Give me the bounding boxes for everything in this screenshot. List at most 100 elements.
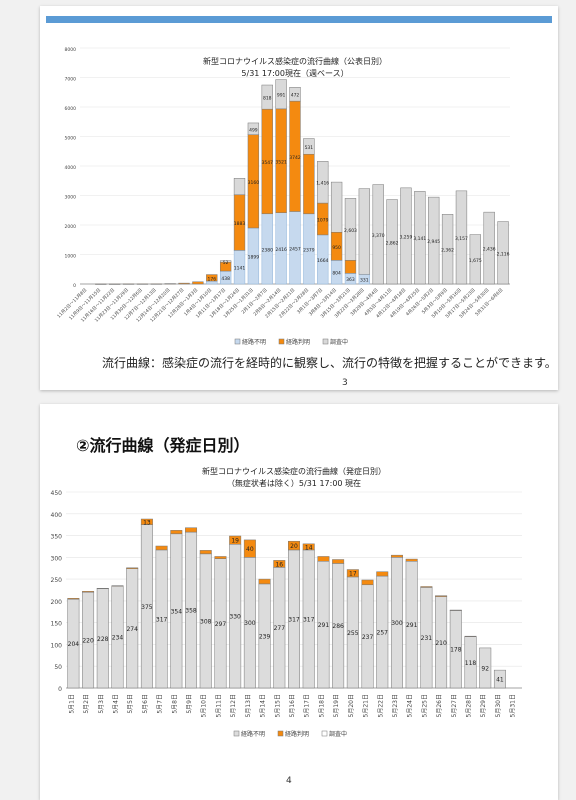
bar-segment	[150, 283, 162, 285]
data-label: 1079	[317, 217, 329, 223]
y-tick-label: 2000	[65, 224, 77, 230]
page-number: 4	[286, 776, 292, 786]
x-tick-label: 5月26日	[436, 694, 443, 717]
data-label: 472	[291, 93, 300, 99]
y-tick-label: 0	[58, 686, 62, 693]
data-label: 3,157	[455, 236, 468, 242]
data-label: 231	[421, 635, 433, 642]
bar-segment	[214, 556, 227, 559]
data-label: 118	[465, 660, 477, 667]
legend-label: 経路判明	[286, 338, 310, 346]
bar-segment	[435, 595, 448, 597]
data-label: 13	[143, 519, 151, 526]
x-tick-label: 5月3日	[98, 694, 105, 714]
bar-segment	[199, 550, 212, 555]
legend-swatch	[233, 730, 240, 737]
bar-segment	[109, 283, 121, 285]
y-tick-label: 6000	[65, 106, 77, 112]
data-label: 257	[377, 630, 389, 637]
bar-segment	[405, 558, 418, 562]
legend-label: 調査中	[330, 338, 348, 346]
y-tick-label: 250	[51, 577, 63, 584]
bar-segment	[420, 586, 433, 588]
bar-segment	[464, 635, 477, 637]
data-label: 1664	[317, 258, 329, 264]
data-label: 317	[303, 616, 315, 623]
bar-segment	[219, 260, 232, 263]
data-label: 210	[435, 640, 447, 647]
bar-segment	[229, 535, 242, 545]
data-label: 1,416	[316, 181, 329, 187]
data-label: 3521	[275, 159, 287, 165]
data-label: 286	[332, 623, 344, 630]
legend-swatch	[234, 338, 241, 345]
data-label: 300	[391, 620, 403, 627]
data-label: 317	[156, 616, 168, 623]
y-tick-label: 5000	[65, 136, 77, 142]
bar-segment	[428, 196, 440, 285]
y-tick-label: 350	[51, 534, 63, 541]
data-label: 237	[362, 634, 374, 641]
legend-label: 経路不明	[241, 730, 265, 738]
y-tick-label: 200	[51, 599, 63, 606]
x-tick-label: 5月15日	[274, 694, 281, 717]
section-heading: ②流行曲線（発症日別）	[76, 436, 250, 455]
y-tick-label: 450	[51, 490, 63, 497]
data-label: 2,436	[483, 247, 496, 253]
bar-segment	[67, 598, 80, 600]
x-tick-label: 5月19日	[333, 694, 340, 717]
data-label: 358	[185, 608, 197, 615]
bar-segment	[192, 281, 204, 285]
data-label: 3,370	[372, 233, 385, 239]
daily-onset-curve-chart: 新型コロナウイルス感染症の流行曲線（発症日別） （無症状者は除く）5/31 17:…	[51, 466, 522, 738]
data-label: 438	[221, 276, 230, 282]
bar-segment	[122, 283, 135, 285]
bar-segment	[243, 539, 256, 558]
bar-segment	[483, 211, 495, 285]
data-label: 17	[349, 571, 357, 578]
x-tick-label: 5月22日	[377, 694, 384, 717]
bar-segment	[140, 518, 153, 525]
bar-segment	[170, 530, 183, 535]
data-label: 499	[249, 127, 258, 133]
bar-segment	[206, 274, 218, 282]
data-label: 3,259	[400, 234, 413, 240]
data-label: 291	[318, 622, 330, 629]
bar-segment	[164, 283, 176, 285]
slide-caption: 流行曲線：感染症の流行を経時的に観察し、流行の特徴を把握することができます。	[102, 356, 557, 370]
data-label: 297	[215, 621, 227, 628]
data-label: 1,675	[469, 258, 482, 264]
bar-segment	[126, 567, 139, 569]
y-tick-label: 8000	[65, 47, 77, 53]
x-tick-label: 5月6日	[142, 694, 149, 714]
data-label: 804	[332, 271, 341, 277]
x-tick-label: 5月29日	[480, 694, 487, 717]
data-label: 3742	[289, 155, 301, 161]
x-tick-label: 5月8日	[171, 694, 178, 714]
x-tick-label: 5月24日	[407, 694, 414, 717]
bar-segment	[346, 569, 359, 578]
x-tick-label: 5月30日	[495, 694, 502, 717]
bar-segment	[95, 283, 107, 285]
y-tick-label: 7000	[65, 77, 77, 83]
data-label: 330	[229, 614, 241, 621]
bar-segment	[302, 543, 315, 551]
data-label: 2380	[262, 247, 274, 253]
bar-segment	[449, 609, 462, 611]
bar-segment	[136, 283, 149, 285]
data-label: 2,603	[344, 228, 357, 234]
data-label: 3,141	[413, 236, 426, 242]
legend-swatch	[277, 730, 284, 737]
x-tick-label: 5月21日	[363, 694, 370, 717]
x-tick-label: 5月1日	[68, 694, 75, 714]
data-label: 41	[496, 677, 504, 684]
x-tick-label: 5月4日	[112, 694, 119, 714]
legend-label: 経路判明	[285, 730, 309, 738]
weekly-epidemic-curve-chart: 新型コロナウイルス感染症の流行曲線（公表日別） 5/31 17:00現在（週ベース…	[56, 47, 510, 346]
data-label: 331	[360, 278, 369, 284]
x-tick-label: 5月27日	[451, 694, 458, 717]
bar-segment	[376, 571, 389, 577]
bar-segment	[441, 214, 454, 285]
data-label: 2416	[275, 247, 287, 253]
data-label: 204	[68, 641, 80, 648]
